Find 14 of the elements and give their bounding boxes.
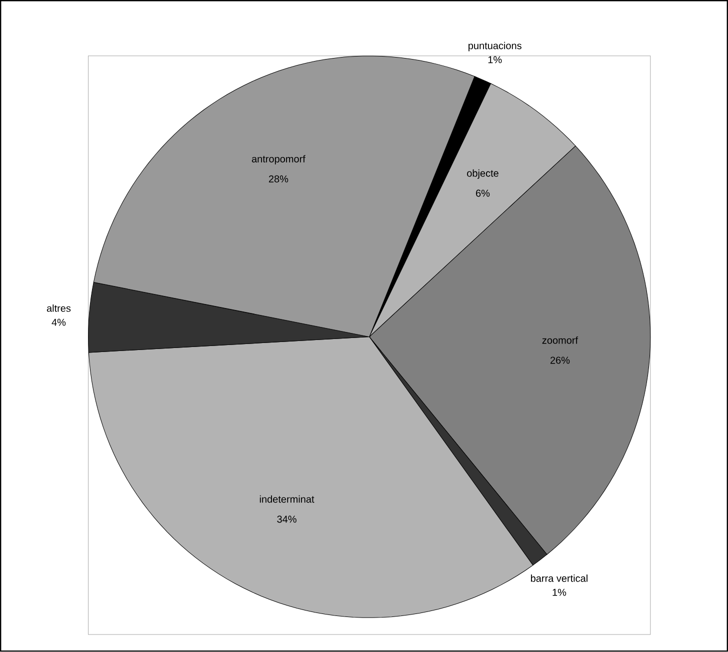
slice-label: indeterminat	[260, 496, 314, 503]
slice-label: puntuacions	[468, 42, 522, 52]
data-label: 6%	[476, 190, 490, 197]
slice-label: antropomorf	[252, 155, 306, 165]
slice-label: zoomorf	[542, 336, 578, 344]
data-label: 28%	[268, 176, 288, 183]
data-label: 34%	[277, 516, 296, 523]
data-label: 26%	[550, 356, 570, 364]
data-label: 1%	[488, 56, 502, 64]
slice-label: altres	[46, 304, 71, 312]
data-label: 1%	[552, 588, 566, 596]
slice-label: barra vertical	[530, 574, 588, 582]
slice-label: objecte	[467, 170, 498, 179]
data-label: 4%	[52, 318, 66, 326]
